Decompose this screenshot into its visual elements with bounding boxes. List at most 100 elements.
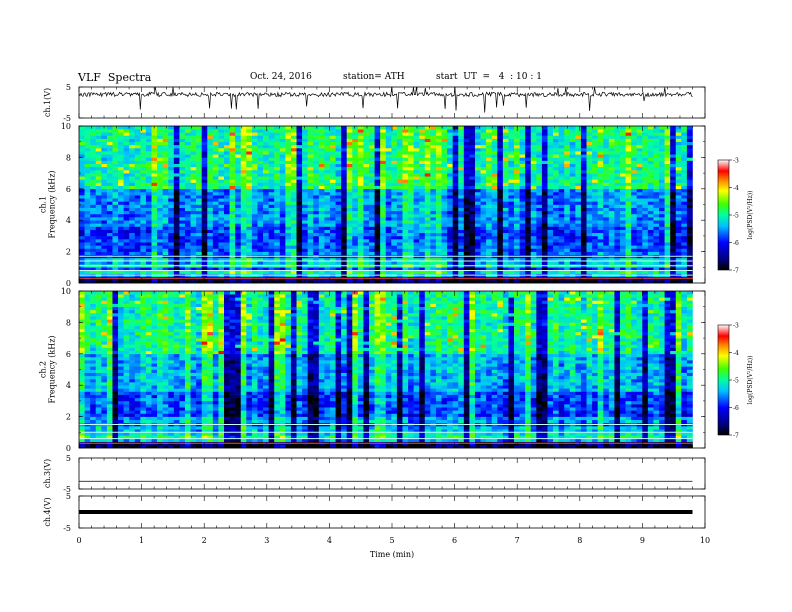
spectrogram-cell bbox=[162, 210, 169, 215]
spectrogram-cell bbox=[112, 191, 119, 196]
spectrogram-cell bbox=[670, 151, 677, 155]
spectrogram-cell bbox=[101, 157, 108, 161]
spectrogram-cell bbox=[246, 220, 253, 224]
spectrogram-cell bbox=[525, 176, 532, 180]
spectrogram-cell bbox=[84, 267, 91, 271]
spectrogram-cell bbox=[592, 207, 598, 212]
spectrogram-cell bbox=[514, 270, 520, 274]
spectrogram-cell bbox=[430, 242, 437, 246]
spectrogram-cell bbox=[653, 226, 660, 230]
spectrogram-cell bbox=[497, 242, 504, 246]
spectrogram-cell bbox=[313, 251, 320, 256]
spectrogram-cell bbox=[452, 213, 459, 218]
spectrogram-cell bbox=[196, 270, 202, 274]
spectrogram-cell bbox=[341, 176, 347, 180]
spectrogram-cell bbox=[352, 179, 359, 183]
spectrogram-cell bbox=[681, 182, 688, 186]
spectrogram-cell bbox=[235, 270, 242, 274]
spectrogram-cell bbox=[402, 191, 409, 196]
spectrogram-cell bbox=[240, 207, 247, 212]
spectrogram-cell bbox=[469, 279, 476, 284]
spectrogram-cell bbox=[190, 279, 197, 284]
spectrogram-cell bbox=[642, 169, 649, 174]
spectrogram-cell bbox=[263, 195, 269, 199]
spectrogram-cell bbox=[363, 213, 370, 218]
spectrogram-cell bbox=[90, 157, 97, 161]
spectrogram-cell bbox=[441, 154, 448, 158]
spectrogram-cell bbox=[458, 248, 465, 252]
spectrogram-cell bbox=[151, 242, 158, 246]
spectrogram-cell bbox=[157, 188, 163, 193]
spectrogram-cell bbox=[95, 176, 102, 180]
spectrogram-cell bbox=[614, 210, 621, 215]
spectrogram-cell bbox=[586, 173, 593, 177]
spectrogram-cell bbox=[307, 217, 314, 221]
spectrogram-cell bbox=[614, 226, 621, 230]
spectrogram-cell bbox=[502, 151, 509, 155]
spectrogram-cell bbox=[79, 191, 85, 196]
spectrogram-cell bbox=[385, 270, 392, 274]
spectrogram-cell bbox=[525, 232, 532, 237]
spectrogram-cell bbox=[413, 239, 420, 243]
spectrogram-cell bbox=[497, 191, 504, 196]
spectrogram-cell bbox=[162, 182, 169, 186]
spectrogram-cell bbox=[619, 166, 626, 171]
spectrogram-cell bbox=[279, 226, 286, 230]
spectrogram-cell bbox=[229, 245, 236, 249]
spectrogram-cell bbox=[681, 229, 688, 234]
spectrogram-cell bbox=[168, 191, 175, 196]
spectrogram-cell bbox=[84, 179, 91, 183]
spectrogram-cell bbox=[240, 257, 247, 262]
spectrogram-cell bbox=[514, 235, 520, 240]
spectrogram-cell bbox=[190, 179, 197, 183]
spectrogram-cell bbox=[251, 223, 258, 227]
spectrogram-cell bbox=[508, 179, 515, 183]
spectrogram-cell bbox=[352, 261, 359, 265]
spectrogram-cell bbox=[201, 239, 208, 243]
spectrogram-cell bbox=[296, 213, 303, 218]
spectrogram-cell bbox=[502, 217, 509, 221]
spectrogram-cell bbox=[218, 267, 225, 271]
spectrogram-cell bbox=[151, 229, 158, 234]
spectrogram-cell bbox=[458, 163, 465, 168]
spectrogram-cell bbox=[575, 173, 582, 177]
spectrogram-cell bbox=[157, 166, 163, 171]
spectrogram-cell bbox=[246, 173, 253, 177]
spectrogram-cell bbox=[173, 248, 180, 252]
spectrogram-cell bbox=[296, 182, 303, 186]
spectrogram-cell bbox=[619, 239, 626, 243]
spectrogram-cell bbox=[564, 151, 571, 155]
spectrogram-cell bbox=[391, 191, 398, 196]
spectrogram-cell bbox=[341, 163, 347, 168]
spectrogram-cell bbox=[296, 210, 303, 215]
spectrogram-cell bbox=[285, 213, 292, 218]
spectrogram-cell bbox=[196, 195, 202, 199]
spectrogram-cell bbox=[603, 213, 610, 218]
spectrogram-cell bbox=[463, 191, 470, 196]
spectrogram-cell bbox=[435, 141, 442, 146]
spectrogram-cell bbox=[257, 226, 264, 230]
spectrogram-cell bbox=[647, 210, 654, 215]
spectrogram-cell bbox=[592, 188, 598, 193]
spectrogram-cell bbox=[218, 179, 225, 183]
spectrogram-cell bbox=[134, 166, 141, 171]
spectrogram-cell bbox=[402, 160, 409, 164]
spectrogram-cell bbox=[324, 147, 331, 152]
spectrogram-cell bbox=[196, 267, 202, 271]
spectrogram-cell bbox=[553, 210, 559, 215]
spectrogram-cell bbox=[592, 160, 598, 164]
spectrogram-cell bbox=[307, 220, 314, 224]
spectrogram-cell bbox=[207, 279, 214, 284]
spectrogram-cell bbox=[625, 204, 632, 208]
spectrogram-cell bbox=[631, 198, 638, 202]
spectrogram-cell bbox=[580, 267, 587, 271]
spectrogram-cell bbox=[619, 154, 626, 158]
spectrogram-cell bbox=[140, 144, 147, 149]
spectrogram-cell bbox=[290, 213, 297, 218]
spectrogram-cell bbox=[251, 195, 258, 199]
spectrogram-cell bbox=[642, 144, 649, 149]
spectrogram-cell bbox=[647, 198, 654, 202]
spectrogram-cell bbox=[670, 195, 677, 199]
spectrogram-cell bbox=[240, 270, 247, 274]
spectrogram-cell bbox=[235, 154, 242, 158]
